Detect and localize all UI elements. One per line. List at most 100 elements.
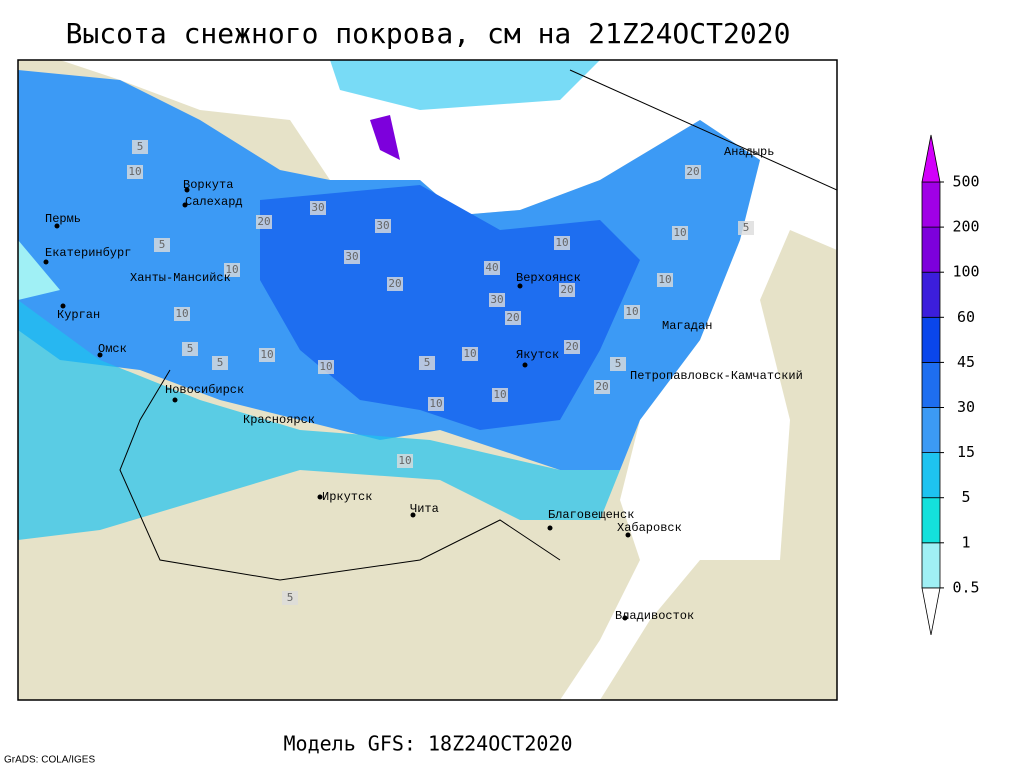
city-label: Омск [98, 342, 127, 356]
contour-label-box [419, 356, 435, 370]
contour-label-box [492, 388, 508, 402]
city-label: Екатеринбург [45, 246, 131, 260]
contour-label: 10 [493, 388, 506, 401]
city-dot [625, 532, 631, 538]
contour-label: 20 [686, 165, 699, 178]
contour-label-box [428, 397, 444, 411]
colorbar-label: 1 [961, 533, 970, 551]
city-label: Владивосток [615, 609, 694, 623]
contour-label: 5 [137, 140, 144, 153]
contour-label: 5 [743, 221, 750, 234]
contour-label: 5 [424, 356, 431, 369]
contour-label-box [657, 273, 673, 287]
contour-label: 10 [319, 360, 332, 373]
sea-ice-snow [330, 60, 600, 110]
colorbar-segment [921, 361, 941, 408]
contour-label: 10 [175, 307, 188, 320]
city-label: Верхоянск [516, 271, 581, 285]
city-label: Иркутск [322, 490, 372, 504]
contour-label: 10 [260, 348, 273, 361]
city-dot [317, 494, 323, 500]
city-label: Якутск [516, 348, 559, 362]
contour-label: 30 [490, 293, 503, 306]
city-dot [172, 397, 178, 403]
contour-label-box [310, 201, 326, 215]
colorbar-segment [921, 181, 941, 228]
colorbar-label: 100 [952, 263, 979, 281]
contour-label-box [610, 357, 626, 371]
novaya-zemlya [370, 115, 400, 160]
city-label: Чита [410, 502, 439, 516]
contour-label: 20 [595, 380, 608, 393]
contour-label: 40 [485, 261, 498, 274]
map-frame [17, 59, 838, 701]
contour-label: 20 [388, 277, 401, 290]
city-label: Салехард [185, 195, 243, 209]
contour-label: 10 [398, 454, 411, 467]
contour-label-box [259, 348, 275, 362]
city-dot [622, 615, 628, 621]
contour-label: 10 [625, 305, 638, 318]
contour-label-box [397, 454, 413, 468]
title: Высота снежного покрова, см на 21Z24OCT2… [66, 17, 791, 50]
dateline [569, 60, 837, 191]
contour-label: 5 [287, 591, 294, 604]
contour-label-box [672, 226, 688, 240]
city-label: Петропавловск-Камчатский [630, 369, 803, 383]
subtitle: Модель GFS: 18Z24OCT2020 [284, 732, 573, 756]
contour-label: 30 [376, 219, 389, 232]
colorbar-label: 500 [952, 173, 979, 191]
colorbar-label: 0.5 [952, 578, 979, 596]
city-dot [97, 352, 103, 358]
city-label: Магадан [662, 319, 712, 333]
contour-label-box [318, 360, 334, 374]
shallow-snow [18, 300, 620, 540]
contour-label-box [387, 277, 403, 291]
city-label: Анадырь [724, 145, 774, 159]
city-label: Красноярск [243, 413, 315, 427]
city-label: Ханты-Мансийск [130, 271, 231, 285]
contour-label-box [256, 215, 272, 229]
city-dot [184, 187, 190, 193]
contour-label-box [564, 340, 580, 354]
contour-label: 20 [560, 283, 573, 296]
credit: GrADS: COLA/IGES [4, 755, 95, 766]
colorbar-segment [921, 452, 941, 499]
contour-label: 5 [159, 238, 166, 251]
city-label: Новосибирск [165, 383, 244, 397]
contour-label-box [505, 311, 521, 325]
contour-label: 5 [615, 357, 622, 370]
colorbar-segment [921, 407, 941, 453]
contour-label: 20 [506, 311, 519, 324]
contour-label: 5 [217, 356, 224, 369]
contour-label-box [182, 342, 198, 356]
contour-label: 20 [257, 215, 270, 228]
contour-label-box [127, 165, 143, 179]
city-label: Хабаровск [617, 521, 682, 535]
colorbar-label: 200 [952, 218, 979, 236]
contour-label-box [212, 356, 228, 370]
contour-label: 10 [673, 226, 686, 239]
contour-label: 30 [345, 250, 358, 263]
colorbar-label: 60 [957, 308, 975, 326]
city-dot [517, 283, 523, 289]
contour-label: 10 [463, 347, 476, 360]
contour-label-box [132, 140, 148, 154]
city-label: Благовещенск [548, 508, 634, 522]
colorbar-segment [921, 316, 941, 363]
colorbar-label: 45 [957, 353, 975, 371]
contour-label: 10 [555, 236, 568, 249]
ocean [60, 60, 837, 700]
colorbar-label: 15 [957, 443, 975, 461]
contour-label: 10 [128, 165, 141, 178]
colorbar-segment [921, 271, 941, 318]
deep-snow [260, 185, 640, 430]
city-dot [43, 259, 49, 265]
contour-label-box [738, 221, 754, 235]
contour-label: 5 [187, 342, 194, 355]
contour-label-box [594, 380, 610, 394]
city-dot [522, 362, 528, 368]
